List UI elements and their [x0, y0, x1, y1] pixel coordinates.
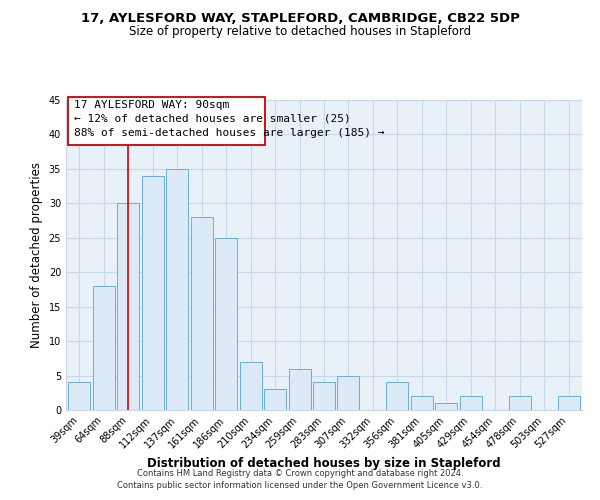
FancyBboxPatch shape [68, 96, 265, 145]
Text: 17, AYLESFORD WAY, STAPLEFORD, CAMBRIDGE, CB22 5DP: 17, AYLESFORD WAY, STAPLEFORD, CAMBRIDGE… [80, 12, 520, 26]
Text: Contains HM Land Registry data © Crown copyright and database right 2024.: Contains HM Land Registry data © Crown c… [137, 468, 463, 477]
Bar [313, 382, 335, 410]
Y-axis label: Number of detached properties: Number of detached properties [30, 162, 43, 348]
Bar [557, 396, 580, 410]
Text: Contains public sector information licensed under the Open Government Licence v3: Contains public sector information licen… [118, 481, 482, 490]
Bar [386, 382, 409, 410]
Bar [166, 169, 188, 410]
Bar [289, 368, 311, 410]
Bar [68, 382, 91, 410]
X-axis label: Distribution of detached houses by size in Stapleford: Distribution of detached houses by size … [147, 457, 501, 470]
Bar [215, 238, 237, 410]
Bar [239, 362, 262, 410]
Bar [411, 396, 433, 410]
Bar [93, 286, 115, 410]
Bar [460, 396, 482, 410]
Bar [509, 396, 530, 410]
Bar [118, 204, 139, 410]
Bar [191, 217, 213, 410]
Bar [142, 176, 164, 410]
Bar [435, 403, 457, 410]
Bar [337, 376, 359, 410]
Text: 17 AYLESFORD WAY: 90sqm
← 12% of detached houses are smaller (25)
88% of semi-de: 17 AYLESFORD WAY: 90sqm ← 12% of detache… [74, 100, 384, 138]
Text: Size of property relative to detached houses in Stapleford: Size of property relative to detached ho… [129, 25, 471, 38]
Bar [264, 390, 286, 410]
